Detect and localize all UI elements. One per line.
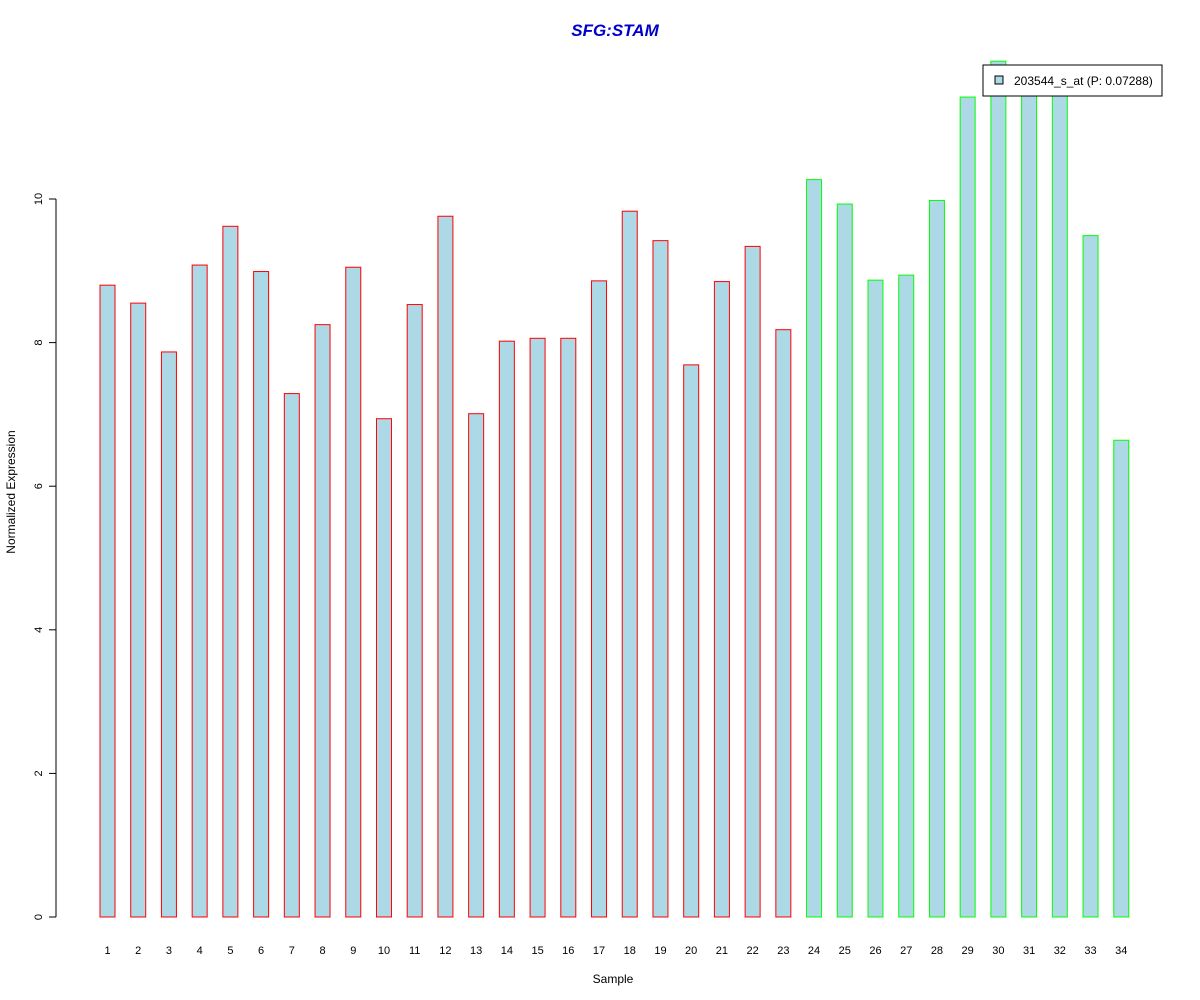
y-axis-title: Normalized Expression — [4, 430, 18, 553]
x-tick-label: 11 — [409, 945, 420, 957]
x-tick-label: 9 — [350, 945, 356, 957]
x-tick-label: 1 — [104, 945, 110, 957]
x-axis-title: Sample — [593, 972, 634, 986]
x-tick-label: 13 — [470, 945, 482, 957]
bar-sample-4 — [191, 264, 208, 918]
x-tick-label: 33 — [1084, 945, 1096, 957]
bar-sample-17 — [591, 280, 608, 918]
bar-sample-2 — [130, 302, 147, 918]
bar-sample-19 — [652, 240, 669, 918]
x-tick-label: 5 — [227, 945, 233, 957]
x-tick-label: 30 — [992, 945, 1004, 957]
x-tick-label: 21 — [716, 945, 728, 957]
legend-label: 203544_s_at (P: 0.07288) — [1014, 74, 1153, 88]
bar-sample-28 — [928, 199, 945, 918]
x-tick-label: 19 — [654, 945, 666, 957]
x-tick-label: 18 — [624, 945, 636, 957]
x-tick-label: 25 — [839, 945, 851, 957]
x-tick-label: 7 — [289, 945, 295, 957]
x-tick-label: 12 — [439, 945, 451, 957]
x-tick-label: 32 — [1054, 945, 1066, 957]
x-tick-label: 28 — [931, 945, 943, 957]
bar-sample-11 — [406, 304, 423, 918]
bar-sample-8 — [314, 324, 331, 918]
bar-sample-26 — [867, 279, 884, 918]
x-tick-label: 2 — [135, 945, 141, 957]
bar-sample-27 — [898, 274, 915, 918]
bar-sample-6 — [253, 271, 270, 918]
x-tick-label: 24 — [808, 945, 820, 957]
bar-sample-9 — [345, 266, 362, 918]
bar-sample-15 — [529, 337, 546, 918]
bar-sample-3 — [160, 351, 177, 918]
y-tick-label: 8 — [33, 340, 45, 346]
bar-sample-18 — [621, 210, 638, 918]
legend: 203544_s_at (P: 0.07288) — [982, 64, 1163, 97]
legend-swatch — [994, 75, 1004, 85]
bar-sample-13 — [468, 413, 485, 918]
bar-sample-22 — [744, 245, 761, 918]
x-tick-label: 6 — [258, 945, 264, 957]
bar-sample-16 — [560, 337, 577, 918]
x-tick-label: 34 — [1115, 945, 1127, 957]
bar-sample-33 — [1082, 235, 1099, 918]
bar-sample-12 — [437, 215, 454, 918]
x-tick-label: 16 — [562, 945, 574, 957]
bar-sample-7 — [283, 393, 300, 918]
bar-sample-29 — [959, 96, 976, 918]
legend-box — [982, 64, 1163, 97]
bar-sample-14 — [498, 340, 515, 918]
x-tick-label: 15 — [531, 945, 543, 957]
x-tick-label: 20 — [685, 945, 697, 957]
y-tick-label: 4 — [33, 627, 45, 633]
x-tick-label: 3 — [166, 945, 172, 957]
chart-title: SFG:STAM — [571, 21, 659, 40]
x-tick-label: 27 — [900, 945, 912, 957]
bar-sample-5 — [222, 225, 239, 918]
x-tick-label: 14 — [501, 945, 513, 957]
x-tick-label: 4 — [197, 945, 203, 957]
bar-sample-31 — [1021, 83, 1038, 918]
x-tick-label: 22 — [746, 945, 758, 957]
bar-sample-10 — [375, 418, 392, 918]
x-tick-label: 23 — [777, 945, 789, 957]
y-axis: 0 2 4 6 8 10 — [33, 193, 57, 920]
x-tick-label: 17 — [593, 945, 605, 957]
bar-sample-32 — [1051, 90, 1068, 918]
y-tick-label: 0 — [33, 914, 45, 920]
x-tick-label: 26 — [869, 945, 881, 957]
x-tick-labels: 1 2 3 4 5 6 7 8 9 10 11 12 13 14 15 16 17 18 19 20 21 22 23 24 2… — [104, 945, 1127, 957]
bar-sample-23 — [775, 329, 792, 918]
x-tick-label: 8 — [319, 945, 325, 957]
bar-sample-20 — [683, 364, 700, 918]
bar-sample-24 — [806, 179, 823, 918]
bars-group — [99, 60, 1130, 918]
x-tick-label: 29 — [962, 945, 974, 957]
bar-sample-30 — [990, 60, 1007, 918]
bar-sample-25 — [836, 203, 853, 918]
x-tick-label: 10 — [378, 945, 390, 957]
bar-sample-1 — [99, 284, 116, 918]
y-tick-label: 6 — [33, 483, 45, 489]
y-tick-label: 2 — [33, 770, 45, 776]
y-tick-label: 10 — [33, 193, 45, 205]
x-tick-label: 31 — [1023, 945, 1035, 957]
bar-sample-21 — [713, 281, 730, 918]
bar-sample-34 — [1113, 439, 1130, 918]
